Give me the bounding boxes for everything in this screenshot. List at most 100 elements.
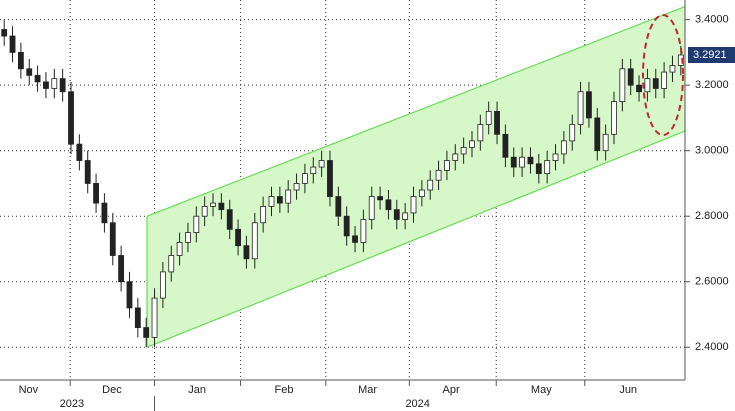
candle-body (9, 35, 16, 53)
candle-body (611, 101, 617, 135)
y-tick-label: 2.8000 (695, 210, 729, 222)
candle-body (343, 215, 350, 237)
candle-body (460, 147, 467, 155)
candle-body (644, 78, 651, 93)
candle-body (527, 156, 534, 165)
candle-body (360, 219, 367, 243)
candle-body (318, 160, 325, 168)
candle-body (435, 169, 442, 181)
candle-body (310, 166, 317, 175)
candle-body (327, 160, 333, 197)
candle-body (385, 199, 392, 211)
candle-body (494, 110, 500, 135)
x-tick-label: Mar (358, 384, 377, 396)
candle-body (185, 232, 191, 243)
candle-body (368, 196, 375, 220)
year-label: 2024 (405, 398, 429, 410)
candle-body (469, 140, 475, 148)
candle-body (560, 140, 567, 155)
candle-body (594, 117, 601, 152)
candle-body (586, 91, 592, 119)
candle-body (1, 29, 8, 37)
candle-body (418, 189, 425, 197)
candle-body (68, 91, 74, 145)
candle-body (235, 228, 241, 247)
candle-body (243, 245, 250, 260)
y-tick-label: 2.6000 (695, 276, 729, 288)
candle-body (109, 222, 116, 256)
y-tick-label: 3.0000 (695, 145, 729, 157)
candle-body (210, 202, 216, 207)
candle-body (34, 74, 41, 83)
candle-body (535, 163, 542, 175)
candle-body (43, 81, 49, 89)
candle-body (176, 242, 183, 256)
candle-body (485, 110, 492, 125)
candle-body (444, 160, 450, 171)
candle-body (452, 153, 459, 161)
candle-body (201, 205, 208, 217)
candle-body (93, 183, 99, 204)
candle-body (519, 156, 526, 168)
last-price-label: 3.2921 (693, 49, 727, 61)
candle-body (143, 327, 150, 338)
candle-body (84, 160, 91, 184)
x-tick-label: Feb (275, 384, 294, 396)
candle-body (26, 68, 33, 76)
candle-body (193, 215, 200, 233)
candle-body (619, 68, 626, 102)
candle-body (402, 212, 409, 220)
candle-body (669, 65, 676, 73)
candle-body (602, 133, 609, 152)
x-tick-label: Jan (188, 384, 206, 396)
highlight-ellipse (642, 14, 684, 136)
candle-body (627, 68, 634, 86)
candle-body (126, 281, 133, 309)
candle-body (335, 196, 342, 217)
candle-body (477, 124, 484, 142)
candle-body (302, 173, 308, 184)
candle-body (569, 124, 576, 142)
candle-body (17, 52, 24, 70)
candle-body (151, 297, 158, 338)
x-tick-label: May (531, 384, 552, 396)
candle-body (218, 202, 225, 211)
candle-body (168, 255, 175, 273)
candle-body (51, 78, 58, 89)
candle-body (134, 307, 141, 328)
last-price-box (688, 47, 735, 64)
x-tick-label: Dec (102, 384, 122, 396)
candle-body (544, 160, 551, 175)
candle-body (427, 179, 434, 191)
candle-body (661, 71, 668, 89)
candle-body (251, 222, 258, 260)
candle-body (552, 153, 559, 161)
channel-fill (147, 6, 685, 348)
candle-body (276, 196, 283, 204)
candle-body (393, 209, 400, 220)
candle-body (293, 183, 300, 191)
candle-body (510, 156, 517, 168)
candle-body (226, 209, 233, 230)
candle-body (502, 133, 509, 158)
channel-lower (146, 130, 686, 348)
candle-body (118, 255, 125, 283)
x-tick-label: Apr (443, 384, 460, 396)
x-tick-label: Jun (619, 384, 637, 396)
candle-body (652, 78, 659, 89)
candle-body (377, 196, 383, 201)
candle-body (59, 78, 66, 93)
candle-body (101, 202, 108, 224)
candle-body (159, 271, 166, 299)
candle-body (410, 196, 417, 214)
channel-upper (146, 5, 686, 217)
candle-body (636, 84, 642, 93)
year-label: 2023 (60, 398, 84, 410)
candle-body (352, 235, 358, 243)
y-tick-label: 3.4000 (695, 14, 729, 26)
candle-body (285, 189, 292, 204)
x-tick-label: Nov (19, 384, 39, 396)
candle-body (268, 196, 275, 207)
candle-body (577, 91, 584, 125)
